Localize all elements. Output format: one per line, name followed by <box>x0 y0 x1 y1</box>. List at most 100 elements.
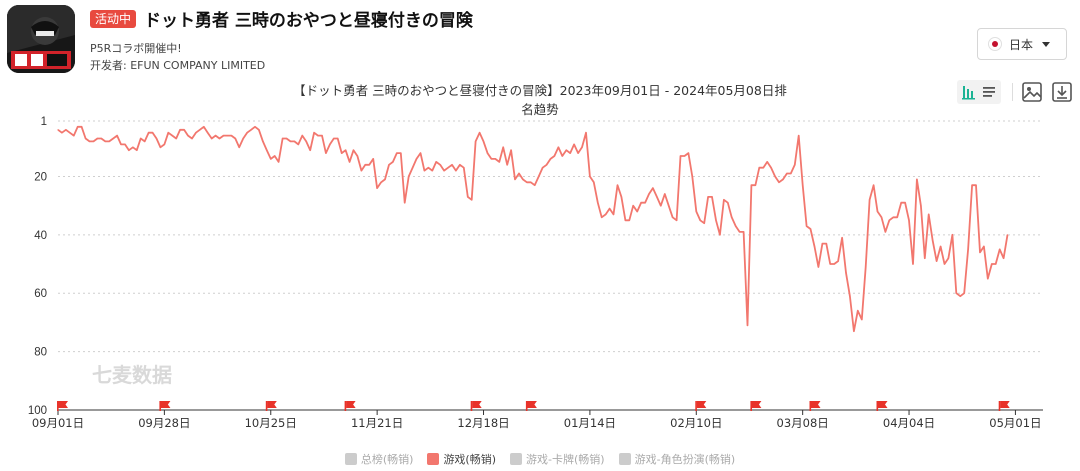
series-layer <box>57 125 1009 333</box>
data-point <box>274 155 276 157</box>
x-tick-label: 09月28日 <box>138 416 190 430</box>
image-button[interactable] <box>1021 80 1043 104</box>
data-point <box>321 135 323 137</box>
data-point <box>443 170 445 172</box>
event-flag-icon[interactable] <box>750 401 762 411</box>
data-point <box>880 216 883 218</box>
chart-title-line1: 【ドット勇者 三時のおやつと昼寝付きの冒険】2023年09月01日 - 2024… <box>293 83 787 98</box>
header-title-row: 活动中 ドット勇者 三時のおやつと昼寝付きの冒険 <box>90 6 473 31</box>
data-point <box>408 175 410 178</box>
data-point <box>278 161 280 163</box>
data-point <box>270 158 272 160</box>
data-point <box>65 129 67 131</box>
data-point <box>526 181 528 183</box>
event-flag-icon[interactable] <box>809 401 821 411</box>
data-point <box>337 137 339 140</box>
data-point <box>640 202 642 204</box>
chart-toggle-icon[interactable] <box>962 86 975 100</box>
toolbar-divider <box>1012 83 1013 101</box>
data-point <box>455 170 457 172</box>
data-point <box>427 167 429 169</box>
event-flag-icon[interactable] <box>470 401 482 411</box>
list-toggle-icon[interactable] <box>983 87 995 97</box>
data-point <box>809 228 812 230</box>
data-point <box>144 140 146 142</box>
data-point <box>490 158 492 160</box>
japan-flag-icon <box>988 37 1002 51</box>
data-point <box>924 257 926 259</box>
data-point <box>81 126 83 128</box>
data-point <box>104 140 106 142</box>
event-flag-icon[interactable] <box>265 401 277 411</box>
event-flag-icon[interactable] <box>695 401 707 411</box>
data-point <box>652 187 654 189</box>
app-title: ドット勇者 三時のおやつと昼寝付きの冒険 <box>144 11 473 31</box>
legend-item[interactable]: 总榜(畅销) <box>344 451 414 467</box>
data-point <box>341 152 343 154</box>
data-point <box>451 164 453 166</box>
data-point <box>609 208 611 210</box>
app-icon <box>7 5 75 73</box>
data-point <box>719 234 721 236</box>
y-tick-label: 40 <box>34 230 47 242</box>
data-point <box>569 152 571 154</box>
data-point <box>876 210 879 213</box>
y-tick-label: 80 <box>34 347 47 359</box>
chart-title-line2: 名趋势 <box>521 102 559 117</box>
data-point <box>360 170 362 172</box>
legend-item[interactable]: 游戏-角色扮演(畅销) <box>618 451 736 467</box>
data-point <box>817 266 820 268</box>
data-point <box>364 164 366 166</box>
data-point <box>155 137 158 140</box>
y-axis: 1 20 40 60 80 100 <box>28 116 47 417</box>
data-point <box>845 272 847 274</box>
country-select[interactable]: 日本 <box>977 28 1067 60</box>
legend-label: 游戏-角色扮演(畅销) <box>634 453 736 466</box>
data-point <box>203 126 205 128</box>
data-point <box>494 158 496 160</box>
event-flag-icon[interactable] <box>998 401 1010 411</box>
data-point <box>766 161 768 163</box>
data-point <box>628 219 630 221</box>
data-point <box>549 158 552 160</box>
data-point <box>963 292 965 294</box>
data-point <box>226 135 228 137</box>
legend-swatch <box>344 453 357 465</box>
event-flag-icon[interactable] <box>525 401 537 411</box>
x-tick-label: 09月01日 <box>32 416 84 430</box>
x-tick-label: 03月08日 <box>777 416 829 430</box>
data-point <box>664 193 666 195</box>
event-flag-icon[interactable] <box>159 401 171 411</box>
legend-swatch <box>510 453 523 465</box>
legend-item[interactable]: 游戏-卡牌(畅销) <box>510 451 605 467</box>
data-point <box>672 216 674 218</box>
data-point <box>349 161 351 163</box>
data-point <box>234 137 236 140</box>
data-point <box>215 135 217 137</box>
data-point <box>301 135 303 137</box>
data-point <box>207 132 209 134</box>
data-point <box>683 155 686 157</box>
data-point <box>620 196 623 198</box>
event-flag-icon[interactable] <box>876 401 888 411</box>
data-point <box>61 132 63 134</box>
legend-label: 总榜(畅销) <box>360 453 414 466</box>
event-flag-icon[interactable] <box>344 401 356 411</box>
data-point <box>908 219 910 221</box>
data-point <box>790 172 792 175</box>
data-point <box>459 164 461 166</box>
legend-swatch <box>618 453 631 465</box>
data-point <box>368 164 370 166</box>
data-point <box>463 167 465 169</box>
data-point <box>888 219 890 221</box>
data-point <box>242 137 244 140</box>
legend-item[interactable]: 游戏(畅销) <box>427 451 496 467</box>
download-button[interactable] <box>1051 80 1073 104</box>
legend-label: 游戏(畅销) <box>443 453 497 466</box>
data-point <box>581 146 583 148</box>
data-point <box>376 187 378 189</box>
data-point <box>211 137 213 140</box>
event-flag-icon[interactable] <box>57 401 68 411</box>
data-point <box>392 161 394 163</box>
data-point <box>806 225 808 227</box>
